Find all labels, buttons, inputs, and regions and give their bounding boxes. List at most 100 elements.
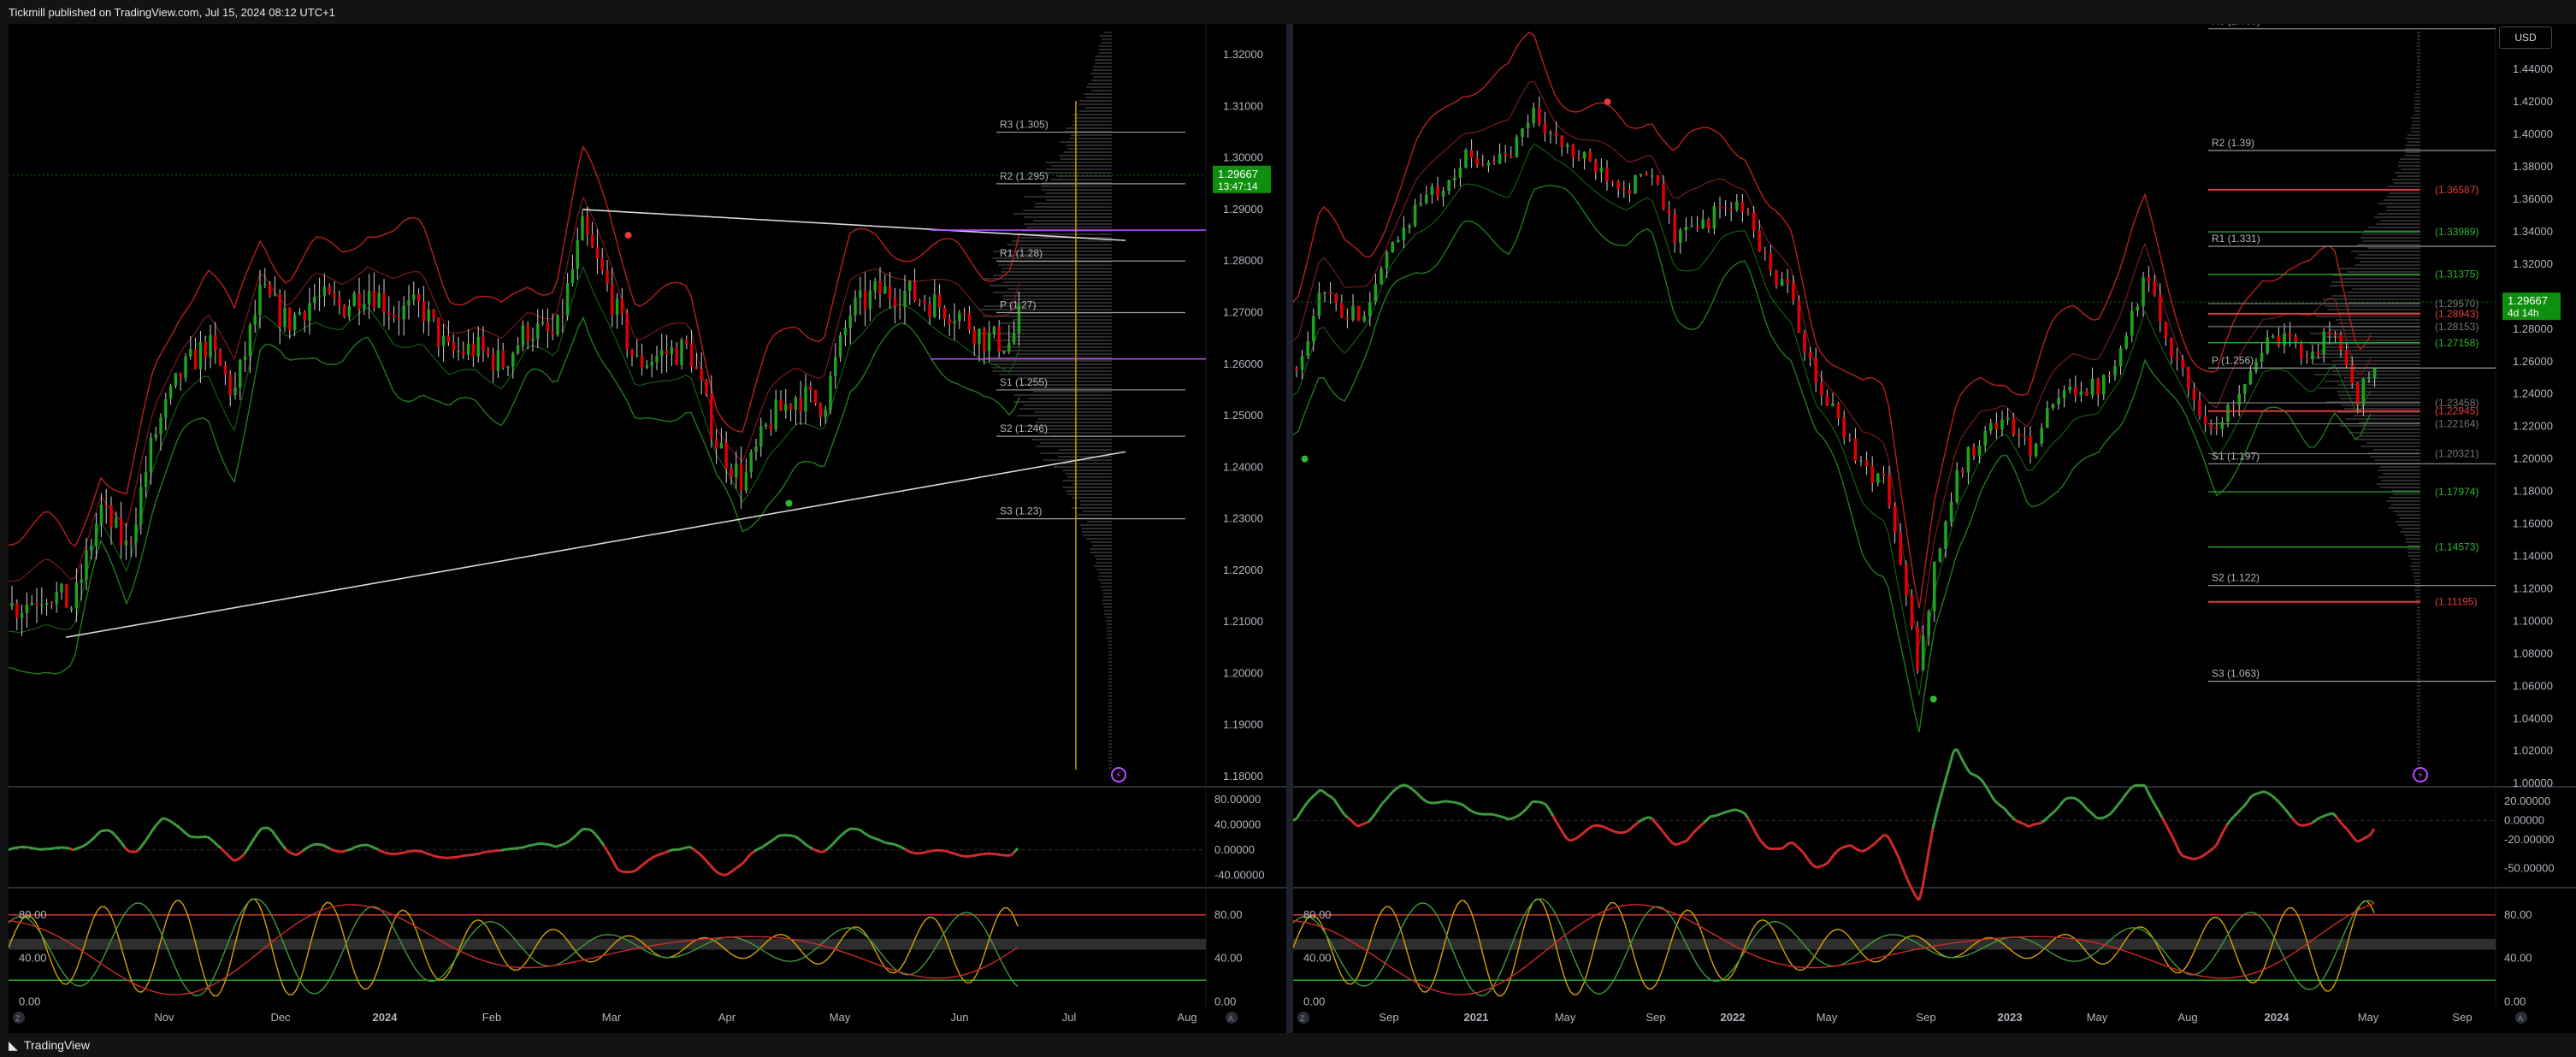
oscillator-1-line xyxy=(2264,790,2269,795)
oscillator-1-line xyxy=(1870,842,1876,847)
oscillator-1-line xyxy=(1576,834,1581,839)
auto-scale-glyph: A xyxy=(1228,1014,1233,1023)
oscillator-1-line xyxy=(1955,748,1962,757)
candle-up xyxy=(987,334,991,351)
oscillator-1-line xyxy=(726,871,731,877)
oscillator-1-line xyxy=(2315,817,2320,822)
oscillator-1-line xyxy=(2171,836,2177,845)
oscillator-1-line xyxy=(746,853,753,859)
oscillator-1-line xyxy=(733,866,738,871)
candle-down xyxy=(611,283,614,316)
oscillator-1-line xyxy=(1993,799,2000,805)
oscillator-1-line xyxy=(678,847,683,851)
candle-down xyxy=(1340,303,1344,318)
candle-down xyxy=(2181,359,2184,369)
oscillator-1-line xyxy=(134,848,139,853)
oscillator-1-line xyxy=(1515,814,1520,818)
candle-down xyxy=(487,350,490,354)
candle-up xyxy=(134,524,138,543)
oscillator-1-line xyxy=(1370,812,1377,819)
candle-down xyxy=(2344,350,2349,366)
band-upper-line xyxy=(1292,31,2372,609)
oscillator-1-line xyxy=(2106,812,2112,818)
oscillator-1-line xyxy=(1864,847,1869,853)
candle-down xyxy=(372,291,376,308)
right-chart-svg[interactable]: R3 (1.465) R2 (1.39) R1 (1.331) P (1.256) S1… xyxy=(1292,15,2576,1033)
candle-up xyxy=(1780,279,1784,286)
candle-up xyxy=(317,295,322,298)
candle-up xyxy=(2243,384,2247,394)
oscillator-1-line xyxy=(1924,847,1931,868)
candle-up xyxy=(1679,230,1682,243)
oscillator-1-line xyxy=(1798,847,1805,853)
currency-button[interactable]: USD xyxy=(2499,27,2552,49)
oscillator-1-line xyxy=(2338,820,2345,827)
candle-up xyxy=(1306,341,1309,356)
right-chart-panel[interactable]: R3 (1.465) R2 (1.39) R1 (1.331) P (1.256) S1… xyxy=(1292,15,2576,1033)
candle-down xyxy=(382,292,386,313)
oscillator-1-line xyxy=(1760,841,1767,847)
oscillator-2-line xyxy=(8,898,1019,997)
oscillator-1-line xyxy=(1973,773,1978,778)
oscillator-1-line xyxy=(1409,786,1414,791)
oscillator-1-line xyxy=(1418,794,1425,800)
oscillator-1-line xyxy=(2202,852,2207,857)
candle-up xyxy=(1921,635,1925,670)
pivot-level-label: R3 (1.465) xyxy=(2212,24,2260,27)
panel-divider[interactable] xyxy=(1286,24,1293,1033)
left-chart-panel[interactable]: R3 (1.305) R2 (1.295) R1 (1.28) P (1.27) S1 … xyxy=(1,24,1286,1033)
candle-up xyxy=(1977,445,1982,456)
oscillator-1-line xyxy=(2342,824,2349,830)
candle-down xyxy=(2328,331,2331,335)
oscillator-1-line xyxy=(1313,791,1318,797)
oscillator-1-line xyxy=(1757,836,1764,843)
oscillator-1-line xyxy=(1730,808,1735,812)
oscillator-1-line xyxy=(168,819,174,824)
candle-up xyxy=(2142,277,2145,307)
candle-up xyxy=(308,303,311,322)
oscillator-1-line xyxy=(418,849,423,853)
oscillator-1-line xyxy=(1494,813,1499,818)
candle-down xyxy=(1752,212,1756,231)
candle-up xyxy=(1859,460,1863,462)
candle-up xyxy=(1684,227,1688,231)
oscillator-1-line xyxy=(2212,843,2219,849)
band-inner-lower-line xyxy=(1292,143,2372,696)
oscillator-1-line xyxy=(1860,849,1865,853)
left-chart-svg[interactable]: R3 (1.305) R2 (1.295) R1 (1.28) P (1.27) S1 … xyxy=(1,24,1286,1033)
oscillator-1-line xyxy=(907,849,913,854)
candle-down xyxy=(878,280,882,294)
oscillator-1-line xyxy=(688,845,694,850)
oscillator-2-band xyxy=(9,938,1206,950)
oscillator-1-line xyxy=(2242,800,2249,807)
candle-up xyxy=(427,310,430,322)
oscillator-1-line xyxy=(1989,794,1996,801)
oscillator-1-line xyxy=(2054,805,2061,812)
oscillator-1-line xyxy=(1890,842,1897,852)
candle-up xyxy=(2266,337,2269,353)
candle-up xyxy=(457,351,460,352)
time-axis-label: Jun xyxy=(951,1011,969,1024)
pivot-level-label: S3 (1.063) xyxy=(2212,668,2260,680)
currency-label: USD xyxy=(2514,32,2537,44)
candle-down xyxy=(2203,416,2207,425)
candle-up xyxy=(1944,522,1947,549)
oscillator-1-line xyxy=(1737,809,1742,813)
oscillator-1-line xyxy=(2225,819,2232,826)
oscillator-1-line xyxy=(96,830,103,836)
oscillator-1-line xyxy=(1825,859,1832,865)
candle-up xyxy=(635,355,639,357)
candle-up xyxy=(843,328,848,335)
oscillator-1-line xyxy=(2167,830,2174,838)
candle-down xyxy=(2018,434,2021,436)
oscillator-1-line xyxy=(1781,844,1787,850)
oscillator-1-line xyxy=(261,826,266,830)
oscillator-1-line xyxy=(1897,857,1904,867)
oscillator-1-line xyxy=(1391,788,1397,794)
oscillator-1-line xyxy=(1720,811,1725,816)
oscillator-1-line xyxy=(2021,822,2026,826)
oscillator-1-line xyxy=(1364,820,1369,825)
oscillator-1-line xyxy=(634,867,639,872)
candle-up xyxy=(243,356,247,360)
oscillator-1-line xyxy=(1727,809,1732,813)
